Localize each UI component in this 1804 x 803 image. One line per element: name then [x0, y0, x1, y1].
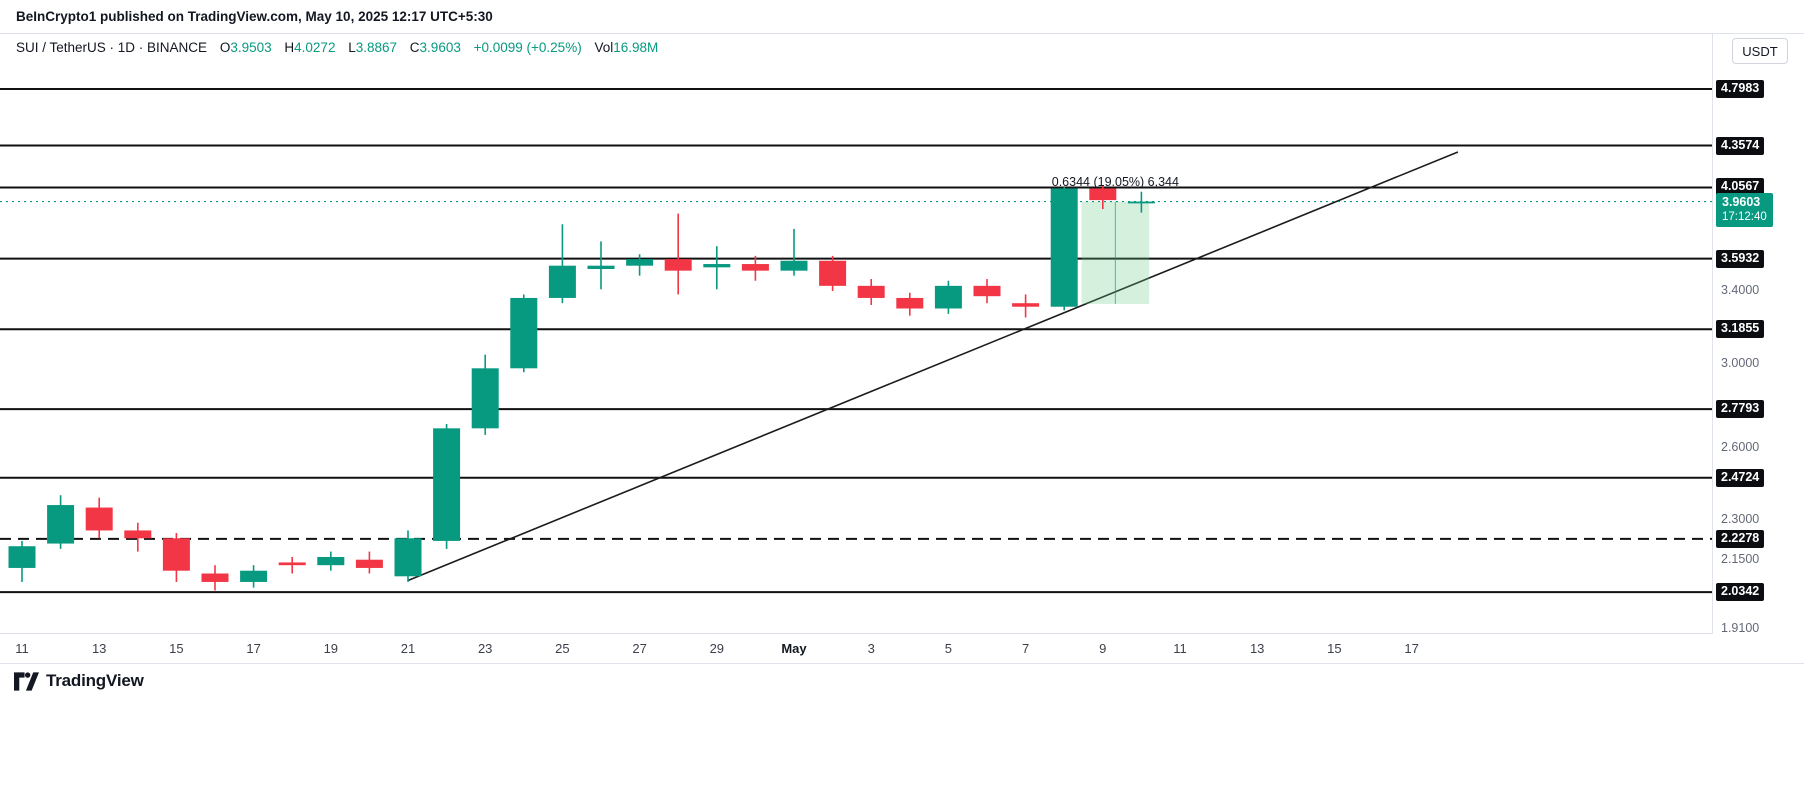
- price-level-badge[interactable]: 3.5932: [1716, 249, 1765, 268]
- current-price-badge: 3.9603 17:12:40: [1716, 192, 1773, 227]
- price-axis[interactable]: 3.9603 17:12:40 4.7983 4.3574 4.0567 3.5932…: [1712, 34, 1804, 636]
- candle-body: [741, 264, 769, 271]
- candlestick-plot[interactable]: [0, 34, 1712, 634]
- symbol-title[interactable]: SUI / TetherUS · 1D · BINANCE: [16, 40, 208, 55]
- time-axis[interactable]: 11 13 15 17 19 21 23 25 27 29 May 3 5 7 9 11 13 15 17: [0, 633, 1712, 664]
- tradingview-logo-text[interactable]: TradingView: [46, 671, 144, 690]
- time-label: 13: [91, 641, 107, 656]
- price-tick-label: 3.0000: [1721, 356, 1760, 371]
- legend-open: O3.9503: [220, 40, 272, 55]
- candle-body: [703, 264, 731, 268]
- open-label: O: [219, 40, 231, 55]
- time-label: 15: [1327, 641, 1342, 656]
- candle-body: [1089, 188, 1117, 201]
- volume-value: 16.98M: [613, 40, 659, 55]
- close-label: C: [409, 40, 420, 55]
- current-price-value: 3.9603: [1722, 194, 1761, 209]
- close-value: 3.9603: [419, 40, 461, 55]
- price-tick-label: 1.9100: [1721, 621, 1760, 636]
- time-label: 19: [323, 641, 339, 656]
- legend-volume: Vol16.98M: [594, 40, 658, 55]
- candle-body: [548, 265, 576, 298]
- candle-body: [857, 285, 885, 298]
- candle-body: [934, 285, 962, 309]
- candle-body: [626, 259, 654, 266]
- candle-body: [896, 297, 924, 309]
- time-label: 17: [1404, 641, 1419, 656]
- low-label: L: [348, 40, 356, 55]
- price-level-badge[interactable]: 4.0567: [1716, 178, 1765, 197]
- price-level-badge[interactable]: 2.4724: [1716, 468, 1765, 487]
- candle-body: [124, 530, 152, 539]
- price-level-badge[interactable]: 2.2278: [1716, 529, 1765, 548]
- footer-divider: [0, 663, 1804, 664]
- time-label-month: May: [781, 641, 807, 656]
- open-value: 3.9503: [230, 40, 272, 55]
- attribution-text: BeInCrypto1 published on TradingView.com…: [16, 9, 493, 24]
- time-label: 23: [477, 641, 493, 656]
- candle-body: [587, 265, 615, 270]
- candle-body: [355, 559, 383, 568]
- low-value: 3.8867: [355, 40, 398, 55]
- candle-body: [201, 573, 229, 582]
- candle-body: [1050, 188, 1078, 307]
- high-label: H: [284, 40, 295, 55]
- time-label: 13: [1249, 641, 1265, 656]
- high-value: 4.0272: [294, 40, 336, 55]
- currency-toggle-button[interactable]: USDT: [1732, 38, 1788, 64]
- change-value: +0.0099 (+0.25%): [473, 40, 582, 55]
- candle-body: [1127, 201, 1155, 204]
- time-label: 9: [1099, 641, 1107, 656]
- countdown-timer: 17:12:40: [1722, 210, 1767, 223]
- time-label: 5: [944, 641, 953, 656]
- candle-body: [664, 259, 692, 271]
- candle-body: [278, 562, 306, 566]
- price-level-badge[interactable]: 2.0342: [1716, 583, 1765, 602]
- chart-container: SUI / TetherUS · 1D · BINANCE O3.9503 H4…: [0, 33, 1804, 636]
- legend-low: L3.8867: [348, 40, 397, 55]
- price-axis-divider: [1712, 34, 1713, 634]
- candle-body: [85, 507, 113, 531]
- time-label: 11: [15, 641, 29, 656]
- chart-legend[interactable]: SUI / TetherUS · 1D · BINANCE O3.9503 H4…: [16, 40, 667, 55]
- candle-body: [240, 570, 268, 582]
- candle-body: [973, 285, 1001, 297]
- measurement-label: 0.6344 (19.05%) 6,344: [1051, 174, 1179, 189]
- legend-close: C3.9603: [410, 40, 461, 55]
- trendline[interactable]: [407, 151, 1459, 582]
- time-label: 29: [709, 641, 725, 656]
- time-label: 25: [555, 641, 570, 656]
- price-level-badge[interactable]: 4.3574: [1716, 136, 1765, 155]
- price-tick-label: 2.6000: [1721, 440, 1760, 455]
- volume-label: Vol: [594, 40, 614, 55]
- candle-body: [780, 260, 808, 271]
- candle-body: [819, 260, 847, 286]
- candle-body: [394, 538, 422, 577]
- legend-high: H4.0272: [284, 40, 335, 55]
- candle-body: [317, 556, 345, 566]
- price-tick-label: 2.3000: [1721, 512, 1760, 527]
- time-label: 7: [1021, 641, 1030, 656]
- candle-body: [1012, 303, 1040, 307]
- price-tick-label: 2.1500: [1721, 551, 1760, 566]
- time-label: 21: [400, 641, 416, 656]
- time-label: 3: [867, 641, 875, 656]
- candle-body: [433, 428, 461, 541]
- tradingview-logo-icon[interactable]: [14, 671, 39, 691]
- time-label: 15: [169, 641, 184, 656]
- time-label: 11: [1173, 641, 1187, 656]
- candle-body: [47, 505, 75, 544]
- candle-body: [8, 546, 36, 568]
- footer: TradingView: [14, 671, 144, 691]
- candle-body: [162, 538, 190, 571]
- candle-body: [471, 368, 499, 429]
- price-level-badge[interactable]: 4.7983: [1716, 80, 1765, 99]
- time-label: 27: [632, 641, 647, 656]
- price-level-badge[interactable]: 2.7793: [1716, 400, 1765, 419]
- price-tick-label: 3.4000: [1721, 283, 1760, 297]
- price-level-badge[interactable]: 3.1855: [1716, 320, 1765, 339]
- time-label: 17: [246, 641, 261, 656]
- candle-body: [510, 297, 538, 369]
